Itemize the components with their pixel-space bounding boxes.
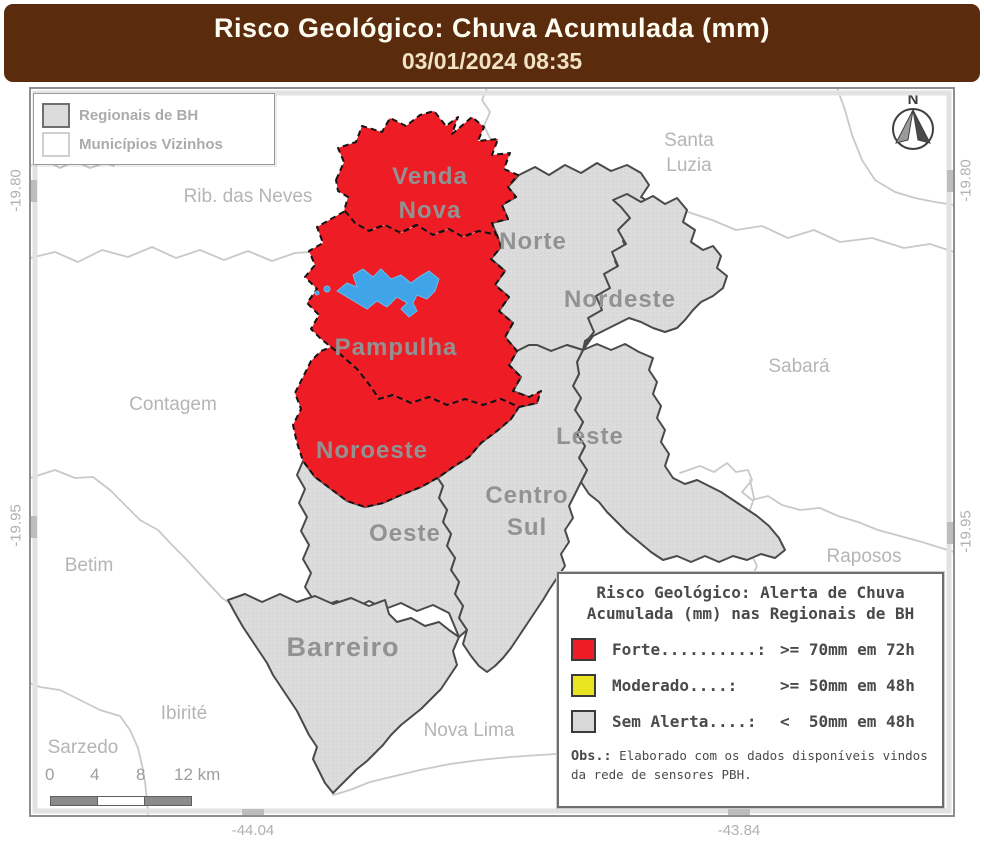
coord-bottom-left: -44.04 [231, 822, 275, 839]
moderado-swatch [571, 673, 596, 697]
label-norte: Norte [499, 228, 567, 255]
scale-segment-dark2 [145, 797, 191, 805]
alert-row-forte: Forte..........: >= 70mm em 72h [571, 637, 930, 661]
scale-tick-0: 0 [45, 765, 55, 784]
forte-value: >= 70mm em 72h [780, 639, 915, 659]
alert-row-sem-alerta: Sem Alerta....: < 50mm em 48h [571, 709, 930, 733]
region-leste [572, 343, 786, 563]
region-noroeste [292, 346, 520, 508]
sem-alerta-swatch [571, 709, 596, 733]
label-santa: Santa [664, 130, 714, 151]
label-rib-das-neves: Rib. das Neves [184, 186, 313, 207]
sem-alerta-value: < 50mm em 48h [780, 711, 915, 731]
moderado-value: >= 50mm em 48h [780, 675, 915, 695]
scale-tick-12km: 12 km [174, 765, 221, 784]
alert-legend-title-line2: Acumulada (mm) nas Regionais de BH [586, 603, 915, 623]
label-pampulha: Pampulha [335, 334, 458, 361]
scale-bar-segments [50, 796, 192, 806]
municipality-labels: Santa Luzia Rib. das Neves Sabará Contag… [48, 130, 902, 758]
label-betim: Betim [65, 555, 114, 576]
label-sabara: Sabará [768, 356, 830, 377]
obs-text: Elaborado com os dados disponíveis vindo… [571, 747, 928, 783]
label-sul: Sul [507, 514, 547, 541]
region-venda-nova [335, 110, 519, 238]
label-leste: Leste [556, 423, 624, 450]
region-pampulha [304, 210, 542, 408]
forte-swatch [571, 637, 596, 661]
map-frame [29, 87, 955, 817]
alert-legend-obs: Obs.: Elaborado com os dados disponíveis… [571, 747, 930, 785]
pampulha-lake [314, 268, 440, 318]
regionais-swatch [42, 103, 70, 128]
label-luzia: Luzia [666, 155, 712, 176]
region-nordeste [582, 193, 728, 351]
coord-right-top: -19.80 [957, 159, 975, 202]
obs-label: Obs.: [571, 747, 612, 764]
sem-alerta-label: Sem Alerta....: [612, 711, 757, 731]
label-oeste: Oeste [369, 520, 441, 547]
label-centro: Centro [485, 482, 568, 509]
layers-legend-row-regionais: Regionais de BH [42, 103, 266, 128]
regionais-label: Regionais de BH [79, 107, 199, 124]
label-contagem: Contagem [129, 394, 217, 415]
scale-bar: 0 4 8 12 km [44, 765, 234, 811]
moderado-label: Moderado....: [612, 675, 738, 695]
label-barreiro: Barreiro [286, 632, 399, 662]
label-sarzedo: Sarzedo [48, 737, 119, 758]
coord-bottom-right: -43.84 [717, 822, 761, 839]
label-noroeste: Noroeste [316, 437, 428, 464]
scale-segment-white [98, 797, 145, 805]
scale-tick-8: 8 [136, 765, 146, 784]
coord-left-bottom: -19.95 [7, 504, 25, 547]
header-datetime: 03/01/2024 08:35 [401, 48, 583, 74]
label-nova-lima: Nova Lima [424, 720, 515, 741]
layers-legend-row-vizinhos: Municípios Vizinhos [42, 132, 266, 157]
label-nordeste: Nordeste [564, 286, 676, 313]
regions-alert-forte [292, 110, 542, 508]
municipality-boundaries [29, 87, 955, 815]
alert-legend-title-line1: Risco Geológico: Alerta de Chuva [596, 583, 905, 602]
label-venda-nova: Venda [392, 163, 468, 190]
vizinhos-label: Municípios Vizinhos [79, 136, 223, 153]
label-ibirite: Ibirité [161, 703, 207, 724]
page-title: Risco Geológico: Chuva Acumulada (mm) [213, 13, 771, 43]
alert-legend-title: Risco Geológico: Alerta de Chuva Acumula… [571, 583, 930, 625]
label-venda-nova-2: Nova [399, 197, 462, 224]
region-barreiro [227, 593, 460, 794]
label-raposos: Raposos [827, 546, 902, 567]
coord-right-bottom: -19.95 [957, 510, 975, 553]
forte-label: Forte..........: [612, 639, 767, 659]
region-labels: Venda Nova Norte Nordeste Pampulha Noroe… [286, 163, 676, 662]
layers-legend: Regionais de BH Municípios Vizinhos [33, 93, 275, 165]
scale-tick-4: 4 [90, 765, 100, 784]
header-banner: Risco Geológico: Chuva Acumulada (mm) 03… [4, 4, 980, 82]
coord-left-top: -19.80 [7, 169, 25, 212]
vizinhos-swatch [42, 132, 70, 157]
north-letter: N [908, 91, 919, 108]
alert-row-moderado: Moderado....: >= 50mm em 48h [571, 673, 930, 697]
north-arrow-icon: N [892, 91, 934, 150]
regions-no-alert [227, 162, 786, 794]
alert-legend: Risco Geológico: Alerta de Chuva Acumula… [557, 572, 944, 808]
scale-segment-dark1 [51, 797, 98, 805]
